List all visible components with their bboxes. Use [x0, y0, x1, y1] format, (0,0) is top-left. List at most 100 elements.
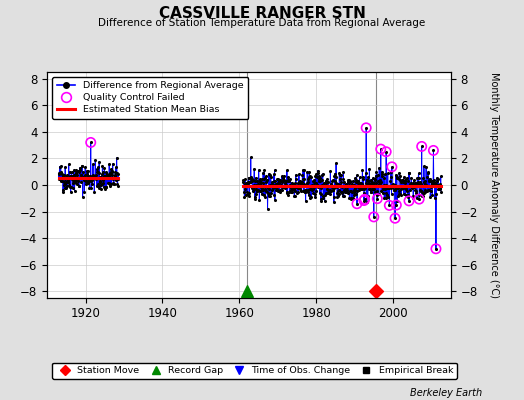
Point [433, 182, 442, 189]
Point [399, 174, 408, 180]
Point [92, 172, 100, 179]
Point [360, 197, 368, 204]
Point [311, 194, 319, 200]
Point [325, 183, 333, 190]
Point [361, 196, 369, 202]
Point [80, 189, 89, 196]
Point [300, 166, 309, 173]
Point [279, 176, 288, 183]
Point [410, 182, 419, 189]
Point [239, 179, 248, 186]
Point [65, 182, 73, 189]
Point [83, 172, 91, 178]
Point [305, 169, 313, 176]
Point [423, 170, 432, 176]
Point [81, 172, 89, 178]
Point [371, 176, 379, 182]
Point [257, 176, 266, 182]
Point [263, 183, 271, 189]
Point [363, 199, 371, 205]
Point [56, 176, 64, 183]
Point [113, 154, 121, 161]
Point [380, 171, 389, 178]
Point [394, 185, 402, 192]
Point [275, 178, 283, 184]
Point [389, 183, 397, 189]
Point [314, 184, 322, 191]
Point [290, 193, 299, 199]
Point [82, 168, 91, 174]
Point [384, 170, 392, 177]
Point [430, 179, 438, 186]
Point [417, 188, 425, 194]
Point [401, 185, 409, 191]
Point [88, 177, 96, 183]
Point [411, 180, 419, 186]
Point [69, 180, 78, 186]
Point [381, 186, 389, 192]
Point [375, 164, 384, 171]
Point [294, 188, 302, 195]
Point [331, 170, 339, 177]
Point [289, 186, 298, 192]
Point [329, 186, 337, 193]
Point [111, 168, 119, 175]
Point [362, 176, 370, 183]
Point [113, 170, 121, 176]
Point [289, 186, 298, 192]
Point [324, 188, 333, 195]
Point [334, 187, 343, 194]
Point [410, 177, 418, 184]
Point [335, 170, 343, 176]
Point [84, 168, 92, 174]
Point [422, 174, 431, 180]
Point [366, 181, 374, 187]
Point [89, 172, 97, 178]
Point [61, 176, 70, 182]
Point [341, 187, 349, 193]
Point [298, 179, 307, 185]
Point [102, 171, 111, 177]
Point [392, 174, 401, 181]
Point [406, 186, 414, 193]
Point [64, 161, 73, 167]
Point [326, 191, 334, 198]
Point [327, 188, 335, 194]
Point [88, 176, 96, 182]
Point [279, 184, 287, 190]
Point [112, 174, 120, 181]
Point [246, 179, 255, 185]
Point [302, 181, 311, 188]
Point [407, 183, 415, 189]
Point [372, 169, 380, 175]
Point [339, 168, 347, 175]
Point [54, 171, 63, 177]
Point [101, 186, 109, 193]
Point [292, 184, 301, 190]
Point [348, 189, 356, 196]
Point [390, 183, 399, 189]
Point [391, 215, 399, 222]
Point [356, 181, 364, 187]
Point [416, 179, 424, 185]
Point [422, 164, 430, 170]
Point [365, 178, 373, 184]
Point [248, 178, 256, 184]
Point [291, 180, 300, 186]
Point [346, 187, 354, 194]
Y-axis label: Monthly Temperature Anomaly Difference (°C): Monthly Temperature Anomaly Difference (… [489, 72, 499, 298]
Point [279, 174, 287, 181]
Point [338, 184, 346, 190]
Point [243, 191, 252, 197]
Point [419, 192, 427, 199]
Point [96, 178, 105, 184]
Point [104, 172, 113, 179]
Point [429, 178, 438, 185]
Point [292, 176, 300, 182]
Point [245, 192, 253, 199]
Point [297, 182, 305, 189]
Point [113, 182, 122, 189]
Point [343, 189, 352, 196]
Point [318, 177, 326, 184]
Point [415, 196, 423, 202]
